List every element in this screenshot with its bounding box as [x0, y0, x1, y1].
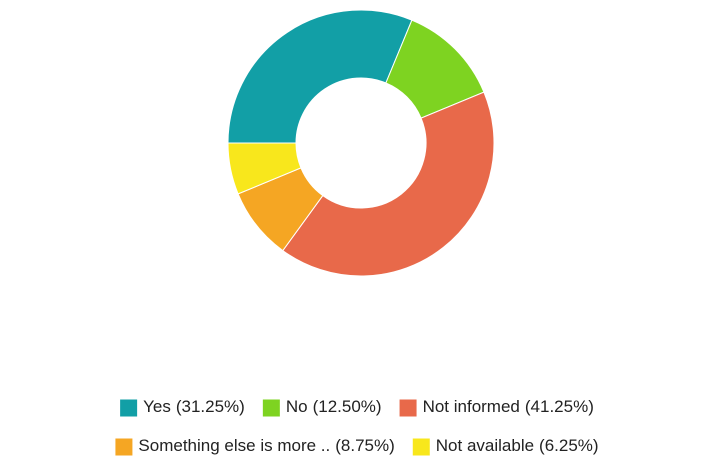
legend-name: Something else is more ..: [138, 436, 330, 455]
legend-item: Not informed (41.25%): [399, 397, 594, 417]
legend-label: No (12.50%): [286, 397, 382, 416]
legend-swatch: [115, 438, 133, 456]
legend-item: Not available (6.25%): [412, 436, 599, 456]
legend-value: (6.25%): [539, 436, 599, 455]
legend-label: Yes (31.25%): [143, 397, 245, 416]
legend-label: Something else is more .. (8.75%): [138, 436, 394, 455]
legend-item: Something else is more .. (8.75%): [115, 436, 395, 456]
legend-value: (31.25%): [176, 397, 245, 416]
legend-swatch: [120, 399, 138, 417]
legend-value: (41.25%): [525, 397, 594, 416]
donut-slice: [282, 91, 495, 277]
donut-slice: [227, 142, 302, 195]
legend-label: Not available (6.25%): [436, 436, 599, 455]
legend-name: No: [286, 397, 308, 416]
legend-name: Not available: [436, 436, 534, 455]
legend-label: Not informed (41.25%): [423, 397, 594, 416]
donut-slice: [227, 9, 413, 144]
legend-name: Not informed: [423, 397, 520, 416]
legend-value: (12.50%): [313, 397, 382, 416]
legend-swatch: [399, 399, 417, 417]
legend-name: Yes: [143, 397, 171, 416]
legend-swatch: [262, 399, 280, 417]
legend-value: (8.75%): [335, 436, 395, 455]
legend-swatch: [412, 438, 430, 456]
legend-item: No (12.50%): [262, 397, 382, 417]
legend-item: Yes (31.25%): [120, 397, 245, 417]
